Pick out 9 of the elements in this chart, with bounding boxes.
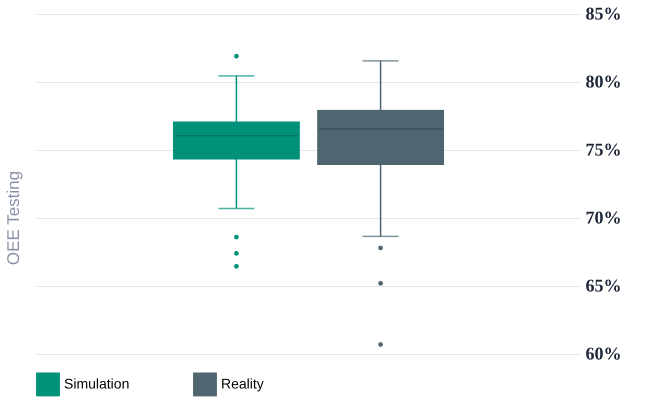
y-axis-title: OEE Testing <box>4 170 23 266</box>
y-tick-label: 60% <box>586 344 622 364</box>
y-tick-label: 75% <box>586 140 622 160</box>
y-tick-label: 70% <box>586 208 622 228</box>
legend-label: Reality <box>221 375 264 392</box>
y-tick-label: 80% <box>586 72 622 92</box>
y-tick-label: 65% <box>586 276 622 296</box>
y-tick-label: 85% <box>586 4 622 24</box>
legend-label: Simulation <box>64 375 130 392</box>
